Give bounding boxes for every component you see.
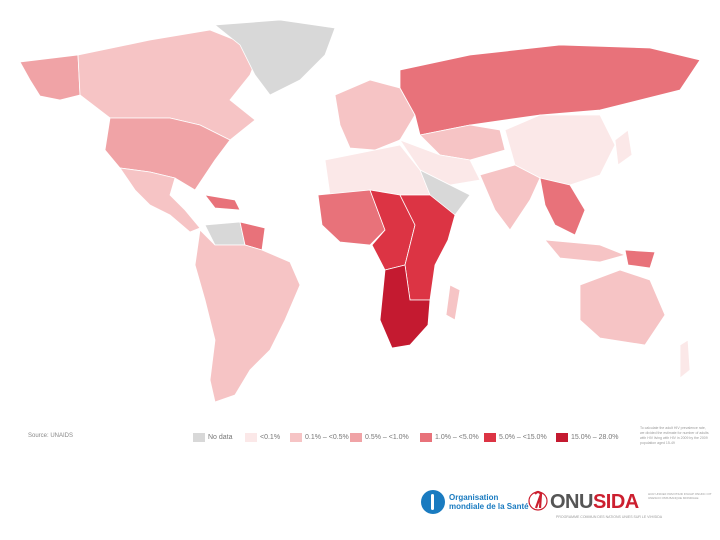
region-mexico-central-america [119,167,201,233]
region-russia [399,44,701,136]
world-map-svg [19,19,701,403]
legend-swatch [484,432,496,442]
region-southern-africa [379,264,431,349]
region-usa [104,117,231,191]
red-ribbon-icon [528,490,548,511]
onusida-wordmark: ONUSIDA [550,491,639,514]
legend-item-0-5-1-0: 0.5% – <1.0% [350,432,409,442]
region-new-zealand [679,339,691,379]
legend-item-5-0-15-0: 5.0% – <15.0% [484,432,547,442]
who-logo: Organisation mondiale de la Santé [421,490,529,514]
map-legend: Source: UNAIDS No data <0.1% 0.1% – <0.5… [0,426,720,456]
legend-item-15-0-28-0: 15.0% – 28.0% [556,432,618,442]
region-alaska [19,54,81,101]
legend-label: 1.0% – <5.0% [435,433,479,441]
cosponsor-list: HCR UNICEF PAM PNUD FNUAP ONUDC OIT UNES… [648,492,712,500]
footnote: To calculate the adult HIV prevalence ra… [640,426,709,445]
region-papua [624,249,656,269]
region-japan [614,129,633,166]
who-name: Organisation mondiale de la Santé [449,493,529,511]
who-name-line1: Organisation [449,493,499,502]
onu-prefix: ONU [550,490,593,513]
region-east-africa [399,194,456,301]
region-india [479,164,541,231]
legend-item-1-0-5-0: 1.0% – <5.0% [420,432,479,442]
region-madagascar [445,284,461,321]
legend-swatch [350,432,362,442]
region-caribbean [204,194,241,211]
legend-label: 0.1% – <0.5% [305,433,349,441]
legend-swatch [245,432,257,442]
legend-label: 0.5% – <1.0% [365,433,409,441]
legend-swatch [193,432,205,442]
who-name-line2: mondiale de la Santé [449,502,529,511]
who-emblem-icon [421,490,445,514]
region-indonesia [544,239,627,263]
legend-item-no-data: No data [193,432,233,442]
region-southeast-asia [539,177,586,236]
onusida-tagline: PROGRAMME COMMUN DES NATIONS UNIES SUR L… [556,515,663,519]
legend-item-0-1-0-5: 0.1% – <0.5% [290,432,349,442]
logo-bar: Organisation mondiale de la Santé ONUSID… [0,490,720,524]
legend-swatch [556,432,568,442]
legend-swatch [290,432,302,442]
region-greenland [213,19,336,96]
legend-label: No data [208,433,233,441]
region-australia [579,269,666,346]
legend-label: <0.1% [260,433,281,441]
legend-swatch [420,432,432,442]
legend-item-lt-0-1: <0.1% [245,432,280,442]
source-label: Source: UNAIDS [28,433,74,439]
sida-suffix: SIDA [592,490,639,513]
world-map: Source: UNAIDS No data <0.1% 0.1% – <0.5… [0,19,720,456]
legend-label: 15.0% – 28.0% [571,433,619,441]
region-south-america [194,229,301,403]
onusida-logo: ONUSIDA [528,490,639,514]
legend-label: 5.0% – <15.0% [499,433,547,441]
